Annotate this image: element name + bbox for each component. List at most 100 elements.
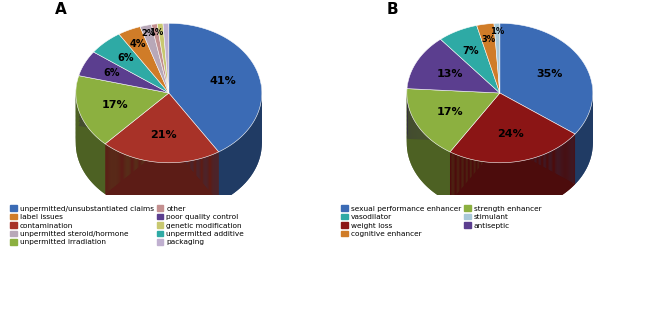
- Polygon shape: [169, 49, 261, 177]
- Polygon shape: [540, 156, 541, 206]
- Polygon shape: [494, 27, 500, 97]
- Polygon shape: [152, 70, 169, 139]
- Polygon shape: [516, 161, 518, 212]
- Polygon shape: [226, 146, 228, 198]
- Polygon shape: [163, 57, 169, 127]
- Polygon shape: [407, 48, 500, 101]
- Polygon shape: [76, 122, 169, 190]
- Polygon shape: [532, 158, 533, 209]
- Polygon shape: [477, 44, 500, 114]
- Text: 35%: 35%: [536, 69, 563, 79]
- Polygon shape: [571, 136, 573, 187]
- Polygon shape: [500, 23, 592, 134]
- Polygon shape: [207, 156, 208, 207]
- Polygon shape: [140, 25, 169, 93]
- Polygon shape: [477, 53, 500, 122]
- Polygon shape: [573, 135, 574, 186]
- Polygon shape: [79, 85, 169, 127]
- Polygon shape: [477, 49, 500, 118]
- Polygon shape: [448, 151, 449, 202]
- Polygon shape: [178, 162, 179, 213]
- Polygon shape: [179, 162, 181, 213]
- Polygon shape: [583, 122, 585, 174]
- Text: 21%: 21%: [150, 130, 177, 140]
- Polygon shape: [533, 158, 534, 209]
- Polygon shape: [116, 150, 117, 201]
- Polygon shape: [450, 93, 575, 163]
- Polygon shape: [177, 163, 178, 213]
- Polygon shape: [568, 140, 569, 191]
- Polygon shape: [463, 157, 464, 208]
- Polygon shape: [163, 49, 169, 118]
- Polygon shape: [563, 144, 564, 195]
- Polygon shape: [79, 73, 169, 114]
- Polygon shape: [169, 73, 261, 202]
- Polygon shape: [199, 159, 200, 209]
- Polygon shape: [505, 163, 506, 213]
- Polygon shape: [502, 163, 504, 213]
- Polygon shape: [163, 23, 169, 93]
- Polygon shape: [140, 45, 169, 114]
- Polygon shape: [93, 59, 169, 118]
- Polygon shape: [440, 59, 500, 127]
- Polygon shape: [169, 23, 261, 152]
- Polygon shape: [209, 156, 210, 206]
- Polygon shape: [477, 57, 500, 127]
- Polygon shape: [477, 40, 500, 110]
- Polygon shape: [163, 163, 164, 213]
- Polygon shape: [126, 155, 128, 206]
- Polygon shape: [450, 139, 575, 209]
- Polygon shape: [156, 162, 157, 212]
- Polygon shape: [107, 145, 108, 196]
- Polygon shape: [529, 159, 530, 209]
- Polygon shape: [79, 90, 169, 131]
- Polygon shape: [467, 158, 468, 209]
- Polygon shape: [586, 118, 587, 169]
- Polygon shape: [171, 163, 172, 213]
- Polygon shape: [93, 38, 169, 97]
- Polygon shape: [215, 153, 216, 203]
- Polygon shape: [567, 140, 568, 192]
- Polygon shape: [184, 162, 185, 212]
- Polygon shape: [128, 156, 130, 207]
- Polygon shape: [169, 57, 261, 185]
- Polygon shape: [480, 161, 481, 212]
- Polygon shape: [222, 149, 224, 200]
- Polygon shape: [443, 148, 444, 199]
- Text: 17%: 17%: [437, 107, 463, 117]
- Polygon shape: [119, 43, 169, 110]
- Polygon shape: [76, 80, 169, 148]
- Text: 41%: 41%: [209, 76, 236, 86]
- Polygon shape: [256, 116, 257, 168]
- Polygon shape: [168, 163, 169, 213]
- Polygon shape: [242, 135, 244, 186]
- Polygon shape: [495, 163, 496, 213]
- Polygon shape: [450, 110, 575, 180]
- Polygon shape: [76, 88, 169, 157]
- Polygon shape: [131, 157, 132, 207]
- Polygon shape: [140, 58, 169, 127]
- Polygon shape: [93, 72, 169, 131]
- Polygon shape: [93, 63, 169, 122]
- Polygon shape: [134, 158, 136, 208]
- Polygon shape: [574, 134, 575, 185]
- Polygon shape: [140, 66, 169, 135]
- Polygon shape: [251, 124, 252, 176]
- Polygon shape: [500, 32, 592, 142]
- Polygon shape: [112, 148, 113, 199]
- Polygon shape: [157, 32, 169, 101]
- Polygon shape: [119, 60, 169, 127]
- Polygon shape: [174, 163, 175, 213]
- Polygon shape: [442, 147, 443, 198]
- Polygon shape: [561, 145, 562, 196]
- Polygon shape: [188, 161, 189, 211]
- Polygon shape: [257, 114, 258, 166]
- Polygon shape: [450, 131, 575, 200]
- Polygon shape: [130, 156, 131, 207]
- Polygon shape: [579, 129, 580, 180]
- Text: 4%: 4%: [130, 39, 146, 49]
- Polygon shape: [185, 162, 187, 212]
- Polygon shape: [76, 117, 169, 186]
- Polygon shape: [450, 152, 451, 203]
- Polygon shape: [450, 122, 575, 192]
